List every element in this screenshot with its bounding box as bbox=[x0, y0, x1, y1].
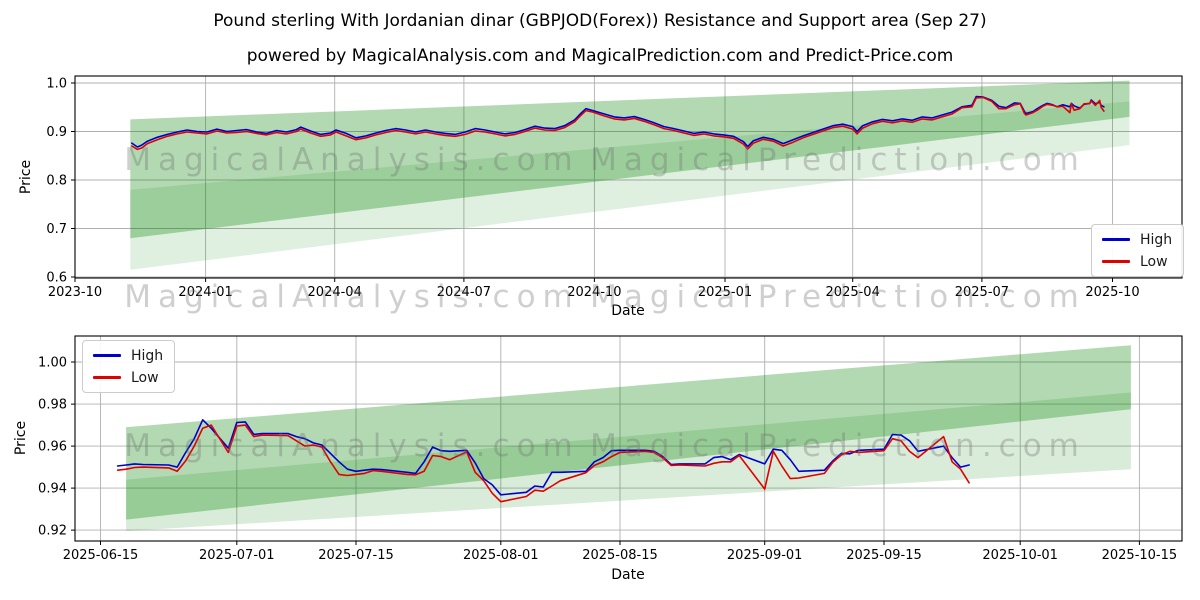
legend-item-low: Low bbox=[1102, 254, 1172, 269]
y-axis-label-bottom: Price bbox=[13, 420, 29, 456]
legend-label-low: Low bbox=[131, 369, 159, 386]
chart-subtitle: powered by MagicalAnalysis.com and Magic… bbox=[246, 46, 954, 66]
x-tick-label: 2025-07-01 bbox=[199, 548, 275, 563]
legend-bottom-chart: High Low bbox=[82, 340, 176, 393]
legend-item-low: Low bbox=[93, 370, 163, 385]
low-line bbox=[116, 424, 970, 503]
y-tick-label: 0.94 bbox=[38, 482, 67, 497]
y-tick-label: 0.92 bbox=[38, 524, 67, 539]
support-area-outer bbox=[126, 392, 1131, 532]
y-tick-label: 0.6 bbox=[46, 271, 67, 286]
y-tick-label: 1.00 bbox=[38, 356, 67, 371]
y-tick-label: 0.8 bbox=[46, 174, 67, 189]
x-tick-label: 2025-04 bbox=[826, 285, 880, 300]
legend-item-high: High bbox=[1102, 232, 1172, 247]
x-tick-label: 2023-10 bbox=[48, 285, 102, 300]
high-line bbox=[116, 418, 970, 496]
high-line-swatch bbox=[93, 354, 121, 357]
x-tick-label: 2025-10 bbox=[1085, 285, 1139, 300]
y-tick-label: 0.98 bbox=[38, 398, 67, 413]
x-tick-label: 2025-01 bbox=[698, 285, 752, 300]
y-tick-label: 0.96 bbox=[38, 440, 67, 455]
x-tick-label: 2025-10-01 bbox=[982, 548, 1058, 563]
y-tick-label: 0.9 bbox=[46, 125, 67, 140]
chart-title: Pound sterling With Jordanian dinar (GBP… bbox=[213, 11, 987, 31]
legend-label-low: Low bbox=[1140, 253, 1168, 270]
x-tick-label: 2025-07 bbox=[955, 285, 1009, 300]
low-line-swatch bbox=[1102, 260, 1130, 263]
x-tick-label: 2025-09-01 bbox=[727, 548, 803, 563]
legend-label-high: High bbox=[1140, 231, 1173, 248]
x-tick-label: 2025-08-15 bbox=[582, 548, 658, 563]
x-axis-label-top: Date bbox=[611, 303, 645, 319]
plot-border bbox=[74, 75, 1183, 279]
x-tick-label: 2024-01 bbox=[178, 285, 232, 300]
x-tick-label: 2025-09-15 bbox=[846, 548, 922, 563]
x-axis-label-bottom: Date bbox=[611, 567, 645, 583]
x-tick-label: 2025-06-15 bbox=[63, 548, 139, 563]
support-area-outer bbox=[130, 101, 1130, 270]
y-axis-label-top: Price bbox=[18, 159, 34, 195]
high-line-swatch bbox=[1102, 238, 1130, 241]
low-line-swatch bbox=[93, 376, 121, 379]
y-tick-label: 0.7 bbox=[46, 222, 67, 237]
y-tick-label: 1.0 bbox=[46, 77, 67, 92]
resistance-area-inner bbox=[126, 345, 1131, 520]
legend-top-chart: High Low bbox=[1091, 224, 1185, 277]
x-tick-label: 2024-07 bbox=[437, 285, 491, 300]
x-tick-label: 2024-04 bbox=[308, 285, 362, 300]
x-tick-label: 2025-08-01 bbox=[463, 548, 539, 563]
x-tick-label: 2025-07-15 bbox=[318, 548, 394, 563]
legend-label-high: High bbox=[131, 347, 164, 364]
plot-border bbox=[74, 335, 1183, 542]
legend-item-high: High bbox=[93, 348, 163, 363]
x-tick-label: 2024-10 bbox=[567, 285, 621, 300]
x-tick-label: 2025-10-15 bbox=[1102, 548, 1178, 563]
low-line bbox=[131, 96, 1105, 151]
